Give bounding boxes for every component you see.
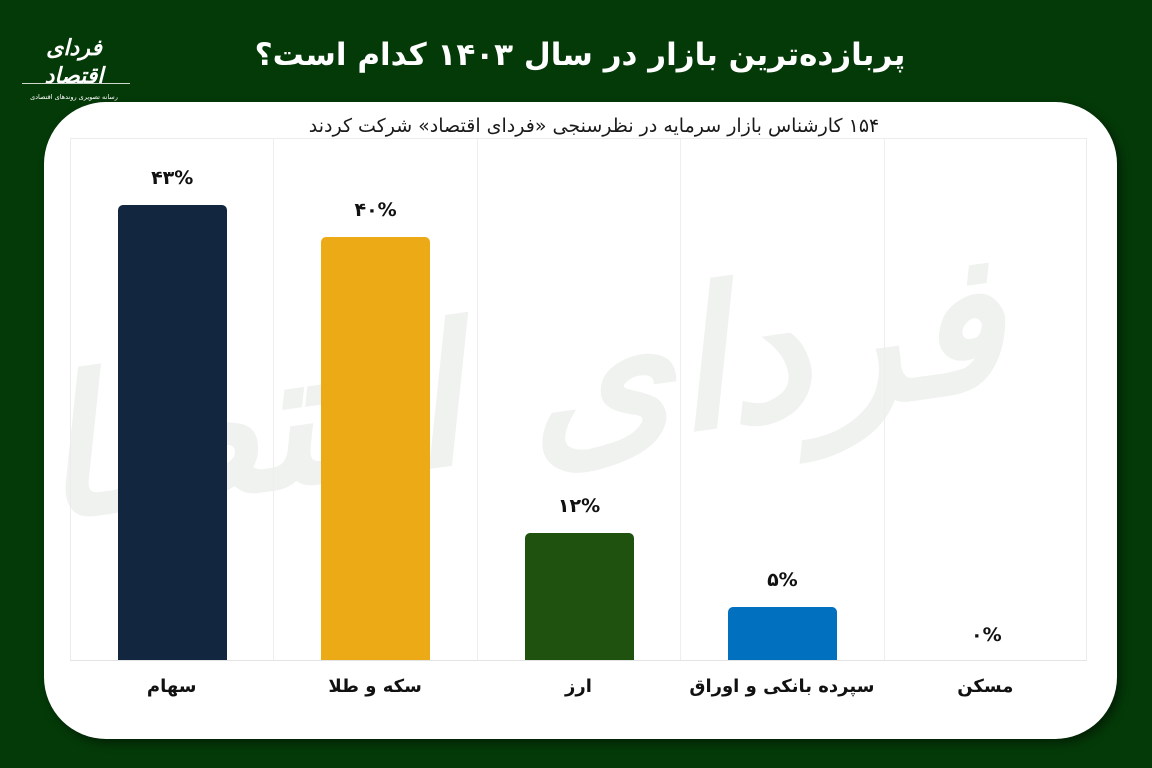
- category-column-coin-gold: ۴۰%: [274, 139, 478, 660]
- category-label: سکه و طلا: [328, 676, 422, 697]
- category-column-stocks: ۴۳%: [71, 139, 275, 660]
- value-label: ۴۳%: [151, 167, 194, 190]
- chart-card: فردای اقتصاد ۱۵۴ کارشناس بازار سرمایه در…: [44, 102, 1117, 739]
- category-label: مسکن: [957, 676, 1014, 697]
- brand-logo: فردای اقتصاد رسانه تصویری روندهای اقتصاد…: [20, 34, 130, 101]
- value-label: ۴۰%: [354, 198, 397, 221]
- bar-currency: [524, 533, 634, 660]
- value-label: ۰%: [970, 624, 1002, 646]
- brand-logo-name: فردای اقتصاد: [44, 35, 105, 89]
- category-label: سپرده بانکی و اوراق: [689, 676, 875, 697]
- plot-area: ۴۳% ۴۰% ۱۲% ۵% ۰%: [70, 138, 1087, 661]
- brand-logo-underline: [22, 83, 130, 84]
- category-column-currency: ۱۲%: [478, 139, 682, 660]
- category-label: سهام: [146, 676, 197, 697]
- value-label: ۵%: [767, 569, 798, 592]
- brand-logo-tagline: رسانه تصویری روندهای اقتصادی: [30, 93, 118, 101]
- bar-stocks: [118, 205, 227, 660]
- page-title: پربازده‌ترین بازار در سال ۱۴۰۳ کدام است؟: [254, 37, 906, 73]
- bar-coin-gold: [321, 236, 431, 660]
- chart-subtitle: ۱۵۴ کارشناس بازار سرمایه در نظرسنجی «فرد…: [308, 115, 880, 137]
- category-label: ارز: [565, 676, 592, 697]
- bar-deposits-bonds: [728, 607, 838, 660]
- category-column-deposits-bonds: ۵%: [681, 139, 885, 660]
- category-column-housing: ۰%: [885, 139, 1088, 660]
- value-label: ۱۲%: [557, 495, 601, 518]
